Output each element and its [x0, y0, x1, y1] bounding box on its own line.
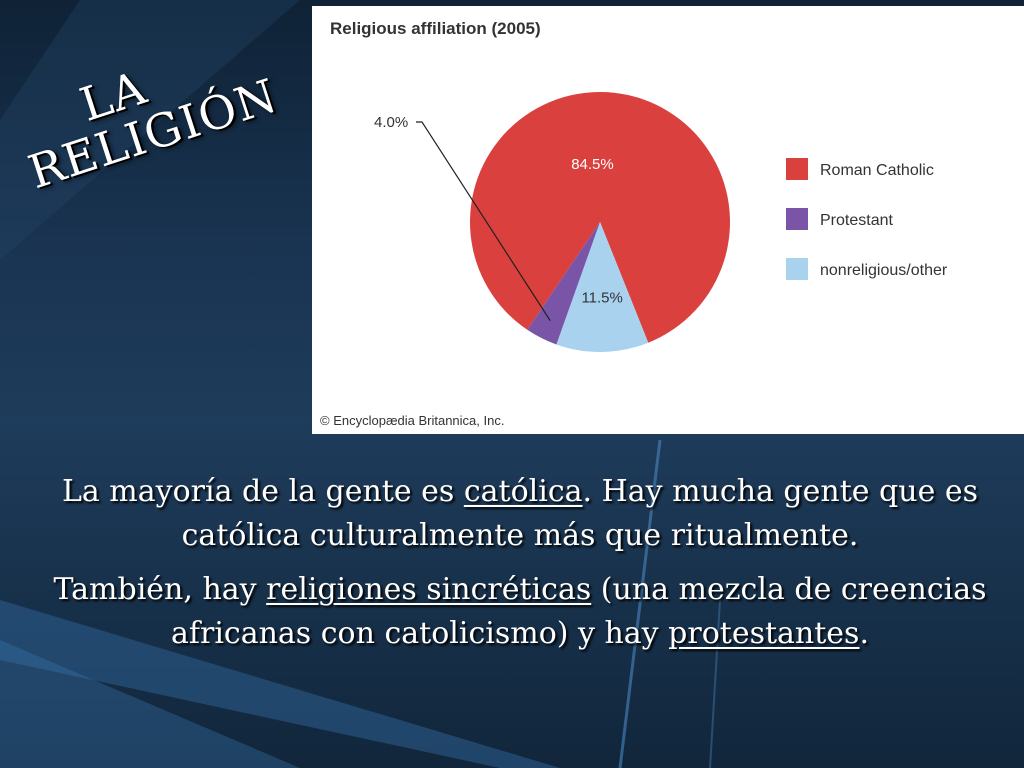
legend-swatch — [786, 158, 808, 180]
body-text: La mayoría de la gente es católica. Hay … — [20, 470, 1020, 666]
paragraph-2-text-b: (una mezcla de creencias africanas con c… — [170, 572, 987, 651]
paragraph-1-text-a: La mayoría de la gente es — [61, 474, 464, 509]
legend-swatch — [786, 208, 808, 230]
paragraph-1: La mayoría de la gente es católica. Hay … — [20, 470, 1020, 558]
slice-value-label: 11.5% — [581, 289, 622, 306]
catolica-link[interactable]: católica — [463, 474, 583, 509]
chart-title: Religious affiliation (2005) — [330, 19, 541, 38]
paragraph-2-text-a: También, hay — [53, 572, 267, 607]
religiones-sincreticas-link[interactable]: religiones sincréticas — [266, 572, 592, 607]
legend-swatch — [786, 258, 808, 280]
slice-value-label: 84.5% — [571, 156, 614, 173]
legend-label: Protestant — [820, 212, 893, 229]
chart-legend: Roman Catholic Protestant nonreligious/oth… — [786, 158, 948, 280]
slide-title: LA RELIGIÓN — [8, 12, 323, 199]
slice-value-label: 4.0% — [374, 114, 408, 131]
legend-label: nonreligious/other — [820, 262, 948, 279]
chart-credit: © Encyclopædia Britannica, Inc. — [320, 413, 504, 428]
leader-line — [416, 121, 551, 321]
legend-label: Roman Catholic — [820, 162, 934, 179]
paragraph-1-text-b: . Hay mucha gente que es católica cultur… — [181, 474, 979, 553]
protestantes-link[interactable]: protestantes — [668, 616, 860, 651]
paragraph-2-text-c: . — [859, 616, 869, 651]
chart-panel: Religious affiliation (2005) 84.5% 11.5% 4… — [312, 6, 1024, 434]
pie-chart: Religious affiliation (2005) 84.5% 11.5% 4… — [320, 19, 948, 428]
pie-slice-roman-catholic — [470, 91, 730, 343]
pie-slice-nonreligious-other — [556, 222, 649, 352]
paragraph-2: También, hay religiones sincréticas (una… — [20, 568, 1020, 656]
